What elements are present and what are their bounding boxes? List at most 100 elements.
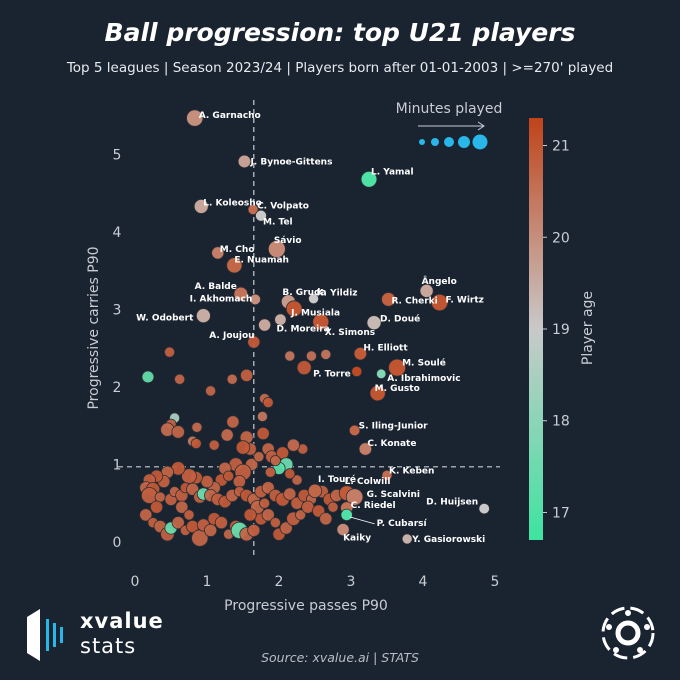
colorbar-label: Player age [580,291,596,365]
player-label: Kaiky [343,534,371,544]
scatter-point [296,360,312,376]
scatter-point [191,421,203,433]
player-label: Sávio [274,236,302,246]
player-label: X. Simons [325,328,375,338]
player-label: I. Akhomach [190,294,253,304]
scatter-point [183,509,195,521]
scatter-point [269,517,281,529]
scatter-point [261,508,275,522]
scatter-point [171,516,185,530]
scatter-point [226,415,240,429]
scatter-point [305,350,317,362]
player-point [274,313,287,326]
x-axis-label: Progressive passes P90 [224,598,388,614]
scatter-point [269,455,281,467]
scatter-point [284,350,296,362]
player-label: J. Bynoe-Gittens [249,157,332,167]
colorbar-tick-label: 17 [552,505,570,521]
chart-subtitle: Top 5 leagues | Season 2023/24 | Players… [66,60,614,76]
player-point [307,483,323,499]
player-point [255,209,267,222]
player-label: J. Musiala [290,309,340,319]
player-point [366,315,382,331]
player-label: D. Doué [380,314,420,325]
x-tick-label: 5 [491,574,500,590]
x-tick-label: 2 [275,574,284,590]
size-legend-dot [431,138,439,146]
player-label: M. Gusto [375,384,420,394]
player-point [195,308,211,324]
scatter-point [295,509,307,521]
y-tick-label: 4 [113,225,122,241]
scatter-point [223,470,235,482]
scatter-point [214,516,228,530]
player-label: C. Konate [367,439,416,449]
scatter-point [256,410,268,422]
player-point [340,508,353,522]
scatter-point [284,468,296,480]
player-point [388,358,407,377]
label-leader-line [349,516,375,525]
scatter-point [141,370,155,384]
player-point [381,469,393,481]
player-label: A. Garnacho [199,111,261,121]
player-label: P. Cubarsí [377,519,428,529]
player-label: C. Volpato [257,202,309,212]
player-label: M. Soulé [402,358,446,369]
player-label: K. Keben [389,466,434,476]
scatter-point [327,501,339,513]
xvalue-logo-mark [27,609,63,661]
player-label: E. Nuamah [234,255,289,265]
scatter-point [264,466,276,478]
y-tick-label: 5 [113,148,122,164]
player-label: S. Iling-Junior [359,421,429,431]
size-legend-dot [419,139,425,145]
scatter-point [247,335,261,349]
scatter-point [262,396,274,408]
player-point [233,286,249,302]
player-label: A. Ibrahimovic [387,374,460,384]
scatter-point [205,385,217,397]
player-point [211,246,225,260]
x-tick-label: 3 [347,574,356,590]
age-colorbar [529,118,543,540]
stats-logo [600,605,656,661]
scatter-point [320,348,332,360]
scatter-point [283,487,297,501]
size-legend-arrow [418,121,485,131]
player-point [358,442,373,456]
player-label: A. Balde [195,282,237,292]
player-point [285,300,303,318]
scatter-point [190,438,202,450]
player-label: G. Scalvini [367,490,420,500]
player-point [308,293,320,305]
player-label: F. Wirtz [446,296,484,306]
x-tick-label: 1 [203,574,212,590]
player-point [430,293,449,312]
player-label: Y. Gasiorowski [411,535,485,545]
player-point [478,502,490,515]
player-point [226,257,243,274]
scatter-point [171,425,185,439]
player-point [336,523,350,537]
colorbar-tick-label: 19 [552,322,570,338]
size-legend-dot [458,136,470,148]
player-point [419,283,434,298]
scatter-point [240,368,254,382]
player-label: A. Joujou [209,331,254,341]
chart-title: Ball progression: top U21 players [104,18,576,47]
player-label: C. Riedel [351,501,396,511]
source-note: Source: xvalue.ai | STATS [261,650,419,665]
player-point [258,318,272,332]
player-point [237,154,252,169]
player-label: L. Koleosho [203,198,262,208]
player-point [369,385,386,402]
player-label: B. Gruda [282,288,326,298]
scatter-point [253,451,265,463]
xvalue-logo: xvalue stats [22,605,163,665]
scatter-point [226,373,238,385]
y-tick-label: 3 [113,303,122,319]
player-point [193,198,209,214]
scatter-point [139,508,153,522]
